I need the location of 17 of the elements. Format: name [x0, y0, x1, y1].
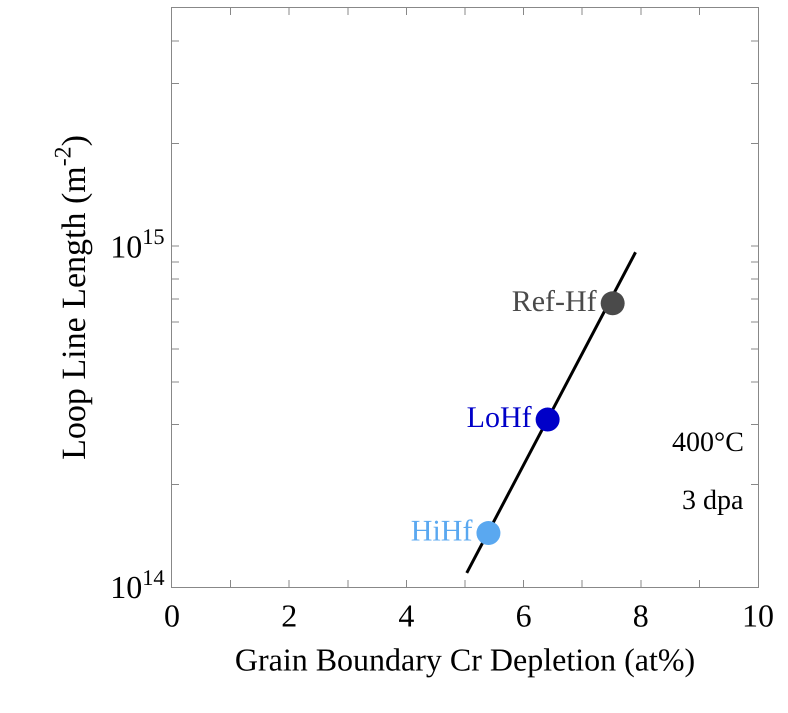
x-tick-label: 4 — [398, 597, 414, 634]
x-tick-label: 0 — [164, 597, 180, 634]
point — [476, 521, 500, 546]
y-tick-label: 10$^{14}$ — [110, 564, 165, 606]
x-tick-label: 2 — [281, 597, 298, 634]
annotation: 400°C — [672, 427, 744, 458]
x-tick-label: 10 — [742, 597, 774, 634]
x-tick-label: 6 — [516, 597, 532, 634]
x-axis-title: Grain Boundary Cr Depletion (at%) — [234, 641, 696, 678]
annotation: 3 dpa — [682, 485, 744, 516]
series-label: HiHf — [410, 514, 472, 548]
x-tick-label: 8 — [632, 597, 649, 634]
point — [536, 408, 560, 432]
point — [600, 291, 625, 316]
series-label: Ref-Hf — [512, 284, 597, 318]
y-tick-label: 10$^{15}$ — [110, 224, 165, 264]
series-label: LoHf — [466, 401, 532, 434]
